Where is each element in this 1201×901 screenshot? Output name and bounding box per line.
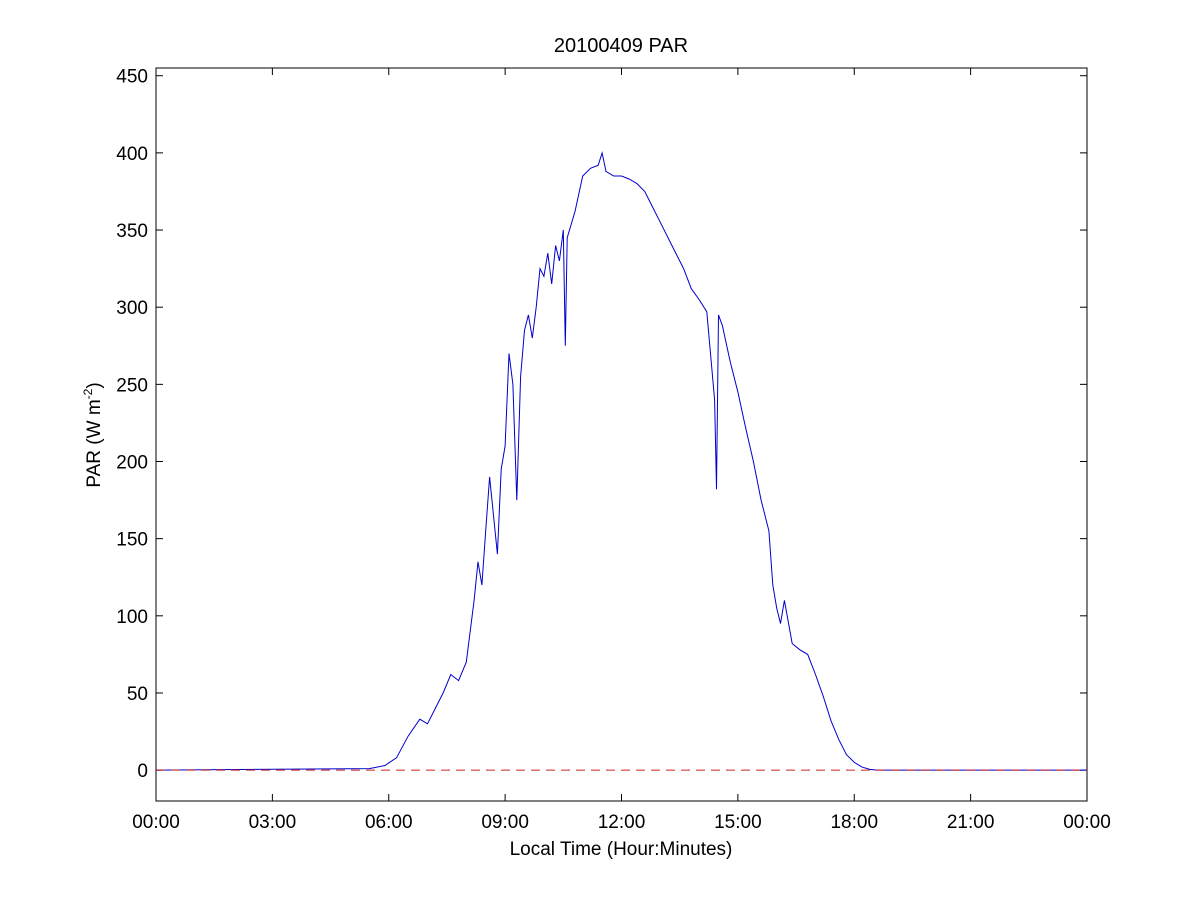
x-tick-label: 00:00 bbox=[132, 812, 180, 833]
x-tick-label: 09:00 bbox=[481, 812, 529, 833]
y-axis: 0 50 100 150 200 250 300 350 400 450 bbox=[116, 67, 1087, 782]
y-tick-label: 400 bbox=[116, 144, 148, 165]
x-axis-label: Local Time (Hour:Minutes) bbox=[510, 839, 733, 860]
plot-frame bbox=[155, 67, 1088, 802]
x-tick-label: 21:00 bbox=[947, 812, 995, 833]
chart-title: 20100409 PAR bbox=[554, 35, 688, 57]
y-tick-label: 250 bbox=[116, 375, 148, 396]
x-tick-label: 12:00 bbox=[598, 812, 646, 833]
series-layer bbox=[155, 150, 1087, 771]
x-tick-label: 00:00 bbox=[1063, 812, 1111, 833]
y-tick-label: 0 bbox=[137, 761, 148, 782]
y-tick-label: 100 bbox=[116, 607, 148, 628]
x-axis: 00:00 03:00 06:00 09:00 12:00 15:00 18:00 21:00… bbox=[132, 68, 1111, 833]
y-tick-label: 350 bbox=[116, 221, 148, 242]
y-axis-label: PAR (W m-2) bbox=[81, 382, 105, 487]
y-tick-label: 200 bbox=[116, 453, 148, 474]
y-axis-label-superscript: -2 bbox=[81, 388, 95, 399]
y-tick-label: 300 bbox=[116, 298, 148, 319]
x-tick-label: 03:00 bbox=[249, 812, 297, 833]
x-tick-label: 06:00 bbox=[365, 812, 413, 833]
y-axis-label-base: PAR (W m bbox=[84, 399, 105, 487]
x-tick-label: 18:00 bbox=[830, 812, 878, 833]
par-series-line bbox=[155, 150, 1087, 771]
y-tick-label: 50 bbox=[127, 684, 148, 705]
y-axis-label-close: ) bbox=[84, 382, 105, 388]
x-tick-label: 15:00 bbox=[714, 812, 762, 833]
y-tick-label: 150 bbox=[116, 530, 148, 551]
y-tick-label: 450 bbox=[116, 67, 148, 88]
